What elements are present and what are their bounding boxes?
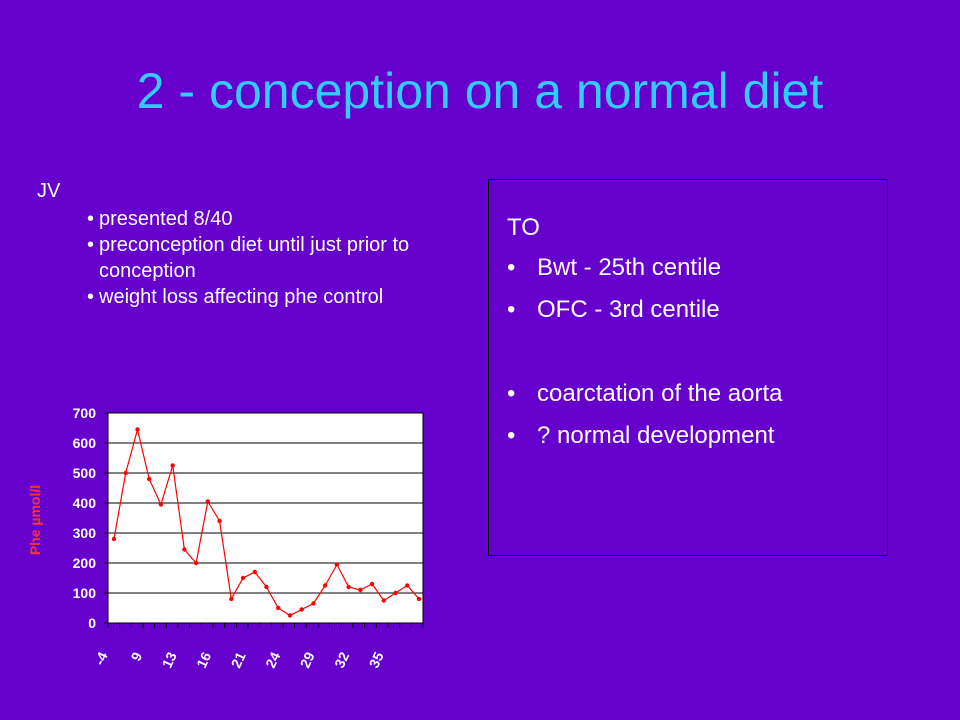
outcome-box: TO • Bwt - 25th centile • OFC - 3rd centil… — [488, 179, 888, 556]
outcome-item: • Bwt - 25th centile — [507, 254, 721, 282]
y-tick-label: 600 — [73, 435, 97, 451]
x-tick-labels: -4 9 13 16 21 24 29 32 35 — [91, 649, 387, 670]
data-point — [123, 470, 128, 476]
x-tick-label: 24 — [262, 649, 283, 670]
x-tick-label: 21 — [228, 649, 249, 670]
data-point — [193, 560, 199, 566]
x-tick-label: 16 — [193, 649, 214, 670]
x-tick-label: 13 — [159, 649, 180, 670]
data-point — [346, 584, 351, 590]
series-phe — [111, 427, 422, 618]
data-point — [287, 613, 293, 618]
data-point — [229, 596, 234, 602]
data-point — [240, 575, 246, 581]
y-tick-label: 300 — [73, 525, 97, 541]
data-point — [146, 476, 152, 482]
case-note: preconception diet until just prior to c… — [87, 232, 417, 284]
bullet-icon: • — [507, 296, 516, 323]
y-tick-label: 200 — [73, 555, 97, 571]
data-point — [299, 607, 304, 612]
data-point — [276, 605, 281, 611]
x-tick-label: 29 — [297, 649, 318, 670]
bullet-icon: • — [507, 254, 516, 281]
data-point — [111, 536, 117, 542]
y-tick-label: 700 — [73, 405, 97, 421]
x-tick-label: -4 — [91, 649, 111, 667]
data-point — [381, 598, 387, 603]
patient-initials: JV — [37, 180, 61, 202]
data-point — [311, 601, 316, 606]
x-tick-label: 35 — [366, 649, 387, 670]
data-point — [334, 562, 340, 567]
case-note: presented 8/40 — [87, 206, 417, 232]
y-axis-label: Phe µmol/l — [27, 485, 43, 555]
y-tick-label: 0 — [88, 615, 96, 631]
data-point — [158, 502, 164, 507]
y-tick-label: 500 — [73, 465, 97, 481]
case-note: weight loss affecting phe control — [87, 284, 417, 310]
data-point — [182, 547, 187, 552]
data-point — [135, 427, 140, 432]
slide-title: 2 - conception on a normal diet — [136, 63, 824, 119]
outcome-text: ? normal development — [537, 422, 775, 449]
case-notes-list: presented 8/40 preconception diet until … — [87, 206, 417, 310]
data-point — [217, 518, 222, 524]
outcome-item: • coarctation of the aorta — [507, 380, 782, 408]
data-point — [405, 583, 410, 588]
plot-area — [107, 412, 424, 624]
y-tick-labels: 0 100 200 300 400 500 600 700 — [73, 405, 97, 631]
data-point — [264, 584, 269, 590]
data-point — [205, 499, 211, 504]
outcome-text: Bwt - 25th centile — [537, 254, 722, 281]
x-tick-label: 9 — [127, 649, 145, 663]
bullet-icon: • — [507, 422, 516, 449]
y-tick-label: 400 — [73, 495, 97, 511]
data-point — [416, 596, 422, 602]
data-point — [252, 569, 257, 575]
outcome-box-title: TO — [507, 214, 540, 241]
outcome-text: OFC - 3rd centile — [537, 296, 720, 323]
data-point — [369, 581, 375, 587]
outcome-item: • OFC - 3rd centile — [507, 296, 720, 324]
outcome-text: coarctation of the aorta — [537, 380, 783, 407]
data-point — [322, 583, 328, 588]
x-tick-label: 32 — [331, 649, 352, 670]
data-point — [393, 590, 398, 596]
data-point — [170, 463, 175, 468]
x-tick-marks — [107, 623, 424, 628]
data-point — [358, 587, 363, 593]
y-tick-label: 100 — [73, 585, 97, 601]
outcome-item: • ? normal development — [507, 422, 774, 450]
bullet-icon: • — [507, 380, 516, 407]
